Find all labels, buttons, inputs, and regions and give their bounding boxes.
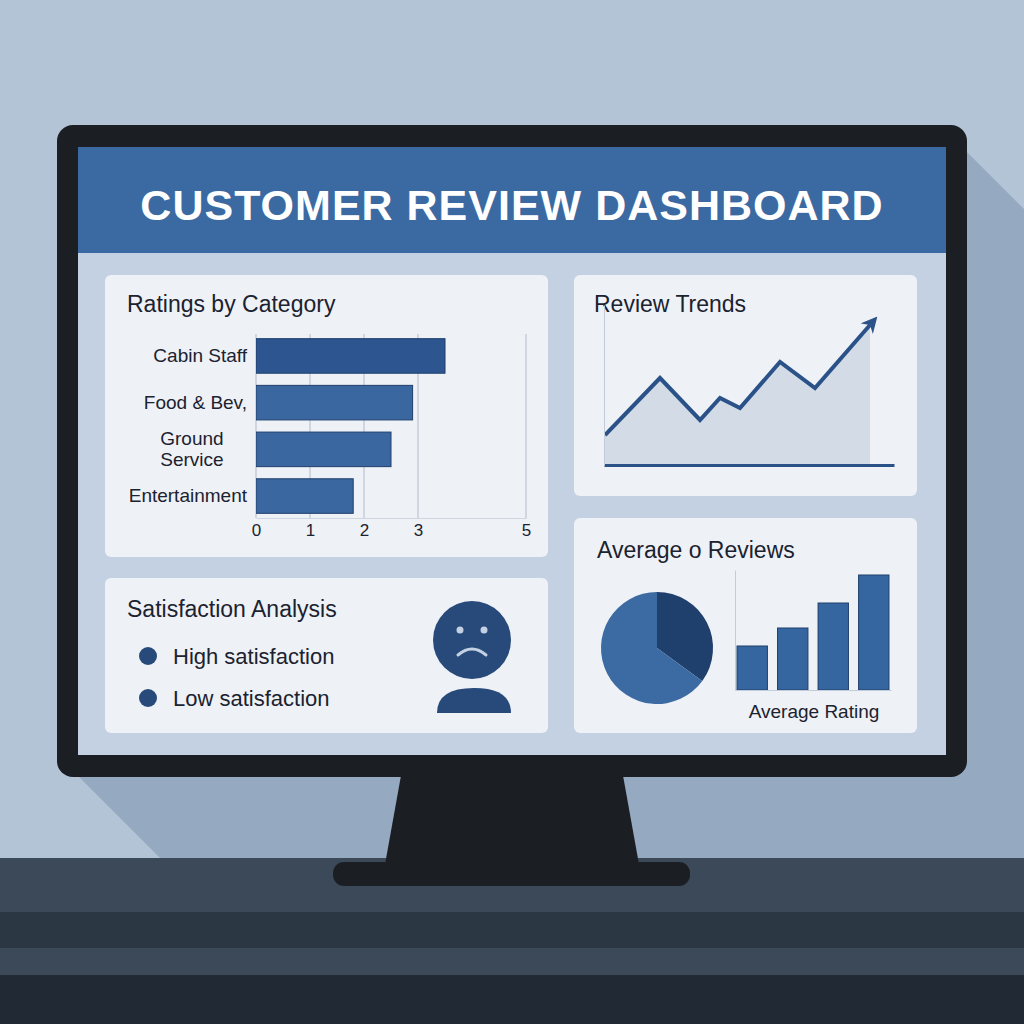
monitor-bezel [57, 125, 967, 777]
y-axis-line [735, 571, 736, 691]
grid [256, 334, 526, 518]
shoulders [437, 688, 511, 713]
x-axis-line [257, 518, 527, 519]
mouth [458, 649, 486, 655]
y-axis: Cabin Staff Food & Bev, GroundService Enter… [129, 345, 248, 506]
header-band [78, 147, 946, 253]
x-tick: 5 [522, 518, 531, 540]
line-plot [605, 325, 870, 465]
monitor-base [333, 862, 690, 886]
category-label-line: Service [160, 449, 223, 470]
desk-stripe [0, 912, 1024, 948]
dashboard-scene: CUSTOMER REVIEW DASHBOARD Ratings by Cate… [0, 0, 1024, 1024]
y-axis [735, 571, 736, 691]
category-label-line: Ground [160, 428, 223, 449]
pie-slice [601, 592, 702, 704]
panel [574, 518, 917, 733]
grid-line [525, 334, 527, 518]
bars [737, 575, 889, 690]
category-label: Food & Bev, [144, 392, 247, 413]
x-axis-line [605, 464, 895, 467]
x-tick-label: 2 [360, 521, 369, 540]
eye [457, 627, 464, 634]
sad-face-icon [433, 601, 511, 713]
dashboard-title: CUSTOMER REVIEW DASHBOARD [140, 181, 883, 229]
trend-area [605, 325, 870, 465]
x-tick-label: 1 [306, 521, 315, 540]
y-tick: Cabin Staff [153, 345, 247, 366]
x-tick: 3 [414, 518, 423, 540]
bar [737, 646, 767, 690]
x-tick: 2 [360, 518, 369, 540]
panel-title: Average o Reviews [597, 537, 795, 563]
category-label: Entertainment [129, 485, 248, 506]
legend-dot [139, 689, 157, 707]
eye [481, 627, 488, 634]
x-tick: 1 [306, 518, 315, 540]
x-axis-title: Average Rating [749, 701, 880, 722]
monitor-shadow [57, 125, 1024, 858]
bar [859, 575, 889, 690]
category-label: Cabin Staff [153, 345, 247, 366]
legend-label: Low satisfaction [173, 686, 330, 711]
panel [574, 275, 917, 496]
x-tick-label: 3 [414, 521, 423, 540]
bars [256, 339, 445, 514]
x-axis: 0 1 2 3 5 [252, 518, 531, 540]
y-tick: GroundService [160, 428, 223, 471]
bar [256, 479, 353, 514]
screen [78, 147, 946, 755]
category-label: GroundService [160, 428, 223, 471]
desk-stripe [0, 975, 1024, 1024]
y-tick: Food & Bev, [144, 392, 247, 413]
bar [256, 385, 413, 420]
panel-title: Ratings by Category [127, 291, 336, 317]
y-tick: Entertainment [129, 485, 248, 506]
pie [601, 592, 713, 704]
x-tick-label: 5 [522, 521, 531, 540]
panel-title: Satisfaction Analysis [127, 596, 337, 622]
monitor-stand [384, 770, 640, 870]
bar [256, 339, 445, 374]
x-tick: 0 [252, 518, 261, 540]
panel [105, 275, 548, 557]
panel [105, 578, 548, 733]
bar [256, 432, 391, 467]
desk [0, 858, 1024, 1024]
y-axis-line [604, 306, 605, 466]
panel-title: Review Trends [594, 291, 746, 317]
trend-line [605, 325, 870, 435]
bar [778, 628, 808, 690]
x-tick-label: 0 [252, 521, 261, 540]
legend-dot [139, 647, 157, 665]
bar [818, 603, 848, 690]
y-axis [604, 306, 605, 466]
background [0, 0, 1024, 1024]
x-axis-line [736, 690, 892, 691]
x-axis [605, 465, 895, 466]
legend-label: High satisfaction [173, 644, 334, 669]
x-axis [736, 690, 892, 691]
face [433, 601, 511, 679]
